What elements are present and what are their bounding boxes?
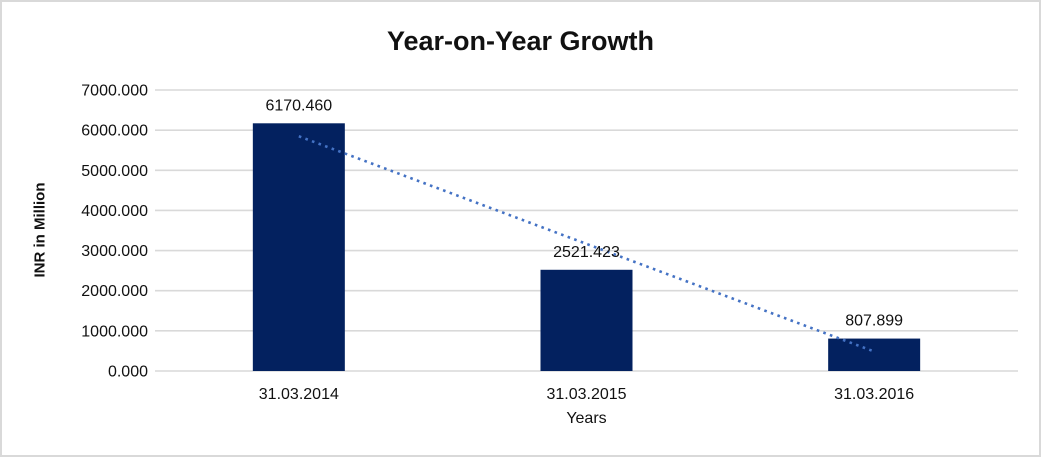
y-tick-label: 4000.000 bbox=[81, 203, 148, 220]
y-tick-label: 3000.000 bbox=[81, 243, 148, 260]
x-category-label: 31.03.2016 bbox=[834, 386, 914, 403]
bar bbox=[252, 123, 345, 371]
y-tick-label: 7000.000 bbox=[81, 83, 148, 100]
bar bbox=[540, 269, 633, 371]
bar-data-label: 807.899 bbox=[845, 313, 903, 330]
bar bbox=[828, 338, 921, 371]
x-category-label: 31.03.2015 bbox=[546, 386, 626, 403]
y-tick-label: 2000.000 bbox=[81, 283, 148, 300]
y-tick-label: 1000.000 bbox=[81, 323, 148, 340]
y-tick-label: 0.000 bbox=[108, 364, 148, 381]
y-tick-label: 6000.000 bbox=[81, 123, 148, 140]
chart-title: Year-on-Year Growth bbox=[386, 26, 655, 56]
x-category-label: 31.03.2014 bbox=[259, 386, 339, 403]
trendline bbox=[298, 135, 875, 353]
bar-data-label: 6170.460 bbox=[265, 97, 332, 114]
bar-data-label: 2521.423 bbox=[553, 244, 620, 261]
x-axis-title: Years bbox=[566, 410, 607, 427]
y-tick-label: 5000.000 bbox=[81, 163, 148, 180]
